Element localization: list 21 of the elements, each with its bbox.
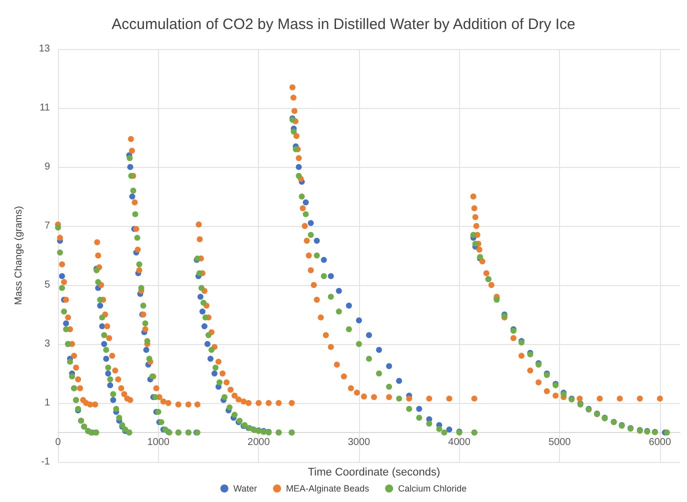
y-axis-title: Mass Change (grams) [14,206,24,305]
chart-title: Accumulation of CO2 by Mass in Distilled Water by Addition of Dry Ice [112,16,576,33]
x-tick-label: 4000 [448,437,471,448]
y-tick-label: 3 [44,338,50,350]
y-tick-label: 1 [44,398,50,408]
y-tick-label: 9 [44,162,50,172]
legend-label: Water [233,484,258,494]
x-tick-label: 1000 [147,437,170,448]
x-tick-label: 6000 [648,437,672,448]
x-tick-label: 0 [55,437,62,448]
legend-label: MEA-Alginate Beads [286,484,370,494]
x-tick-label: 2000 [248,437,270,448]
y-tick-label: 11 [40,102,50,114]
y-tick-label: 7 [44,220,50,232]
x-axis-title: Time Coordinate (seconds) [308,466,440,478]
y-tick-label: 5 [44,280,50,290]
x-tick-label: 3000 [348,437,371,448]
legend-label: Calcium Chloride [398,484,467,494]
y-tick-label: 13 [38,44,50,54]
x-tick-label: 5000 [548,437,572,448]
y-tick-label: -1 [41,456,50,468]
